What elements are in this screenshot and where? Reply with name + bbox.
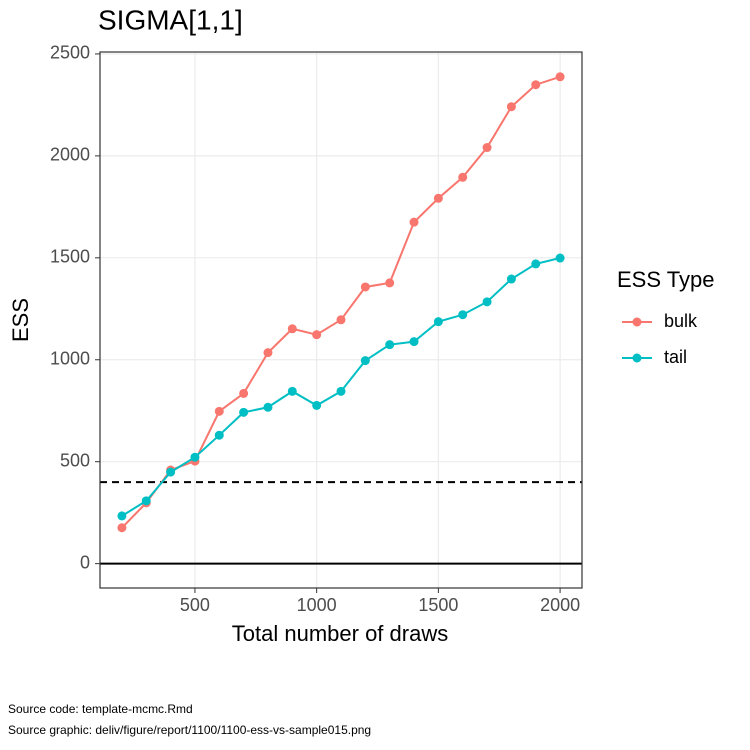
x-tick-label: 500	[180, 595, 210, 615]
data-point	[360, 356, 370, 366]
panel-border	[99, 51, 583, 589]
data-point	[239, 388, 249, 398]
data-point	[385, 278, 395, 288]
data-point	[433, 193, 443, 203]
y-tick-label: 0	[80, 552, 90, 572]
y-axis-label: ESS	[8, 298, 33, 342]
data-point	[190, 452, 200, 462]
y-tick-label: 500	[60, 450, 90, 470]
data-point	[531, 259, 541, 269]
footnote: Source code: template-mcmc.Rmd	[8, 702, 193, 716]
data-point	[117, 523, 127, 533]
y-tick-label: 2500	[50, 43, 90, 63]
data-point	[312, 400, 322, 410]
chart-title: SIGMA[1,1]	[98, 4, 243, 35]
x-axis-label: Total number of draws	[232, 621, 448, 646]
data-point	[433, 317, 443, 327]
footnote: Source graphic: deliv/figure/report/1100…	[8, 723, 371, 737]
legend-title: ESS Type	[617, 267, 714, 292]
x-tick-label: 1000	[297, 595, 337, 615]
data-point	[458, 172, 468, 182]
y-tick-label: 1000	[50, 349, 90, 369]
data-point	[360, 282, 370, 292]
x-tick-label: 2000	[540, 595, 580, 615]
data-point	[263, 402, 273, 412]
data-point	[409, 337, 419, 347]
data-point	[482, 143, 492, 153]
data-point	[239, 407, 249, 417]
data-point	[141, 496, 151, 506]
data-point	[506, 274, 516, 284]
data-point	[336, 315, 346, 325]
data-point	[482, 297, 492, 307]
data-point	[263, 348, 273, 358]
data-point	[531, 80, 541, 90]
legend-key	[632, 353, 642, 363]
data-point	[287, 324, 297, 334]
data-point	[385, 340, 395, 350]
legend-key	[632, 317, 642, 327]
data-point	[166, 467, 176, 477]
data-point	[336, 386, 346, 396]
data-point	[409, 217, 419, 227]
data-point	[214, 430, 224, 440]
data-point	[214, 406, 224, 416]
data-point	[555, 253, 565, 263]
data-point	[287, 386, 297, 396]
y-tick-label: 2000	[50, 145, 90, 165]
data-point	[117, 511, 127, 521]
data-point	[506, 102, 516, 112]
data-point	[458, 310, 468, 320]
x-tick-label: 1500	[418, 595, 458, 615]
legend-label: tail	[664, 347, 687, 367]
data-point	[555, 72, 565, 82]
y-tick-label: 1500	[50, 247, 90, 267]
legend-label: bulk	[664, 311, 698, 331]
data-point	[312, 330, 322, 340]
